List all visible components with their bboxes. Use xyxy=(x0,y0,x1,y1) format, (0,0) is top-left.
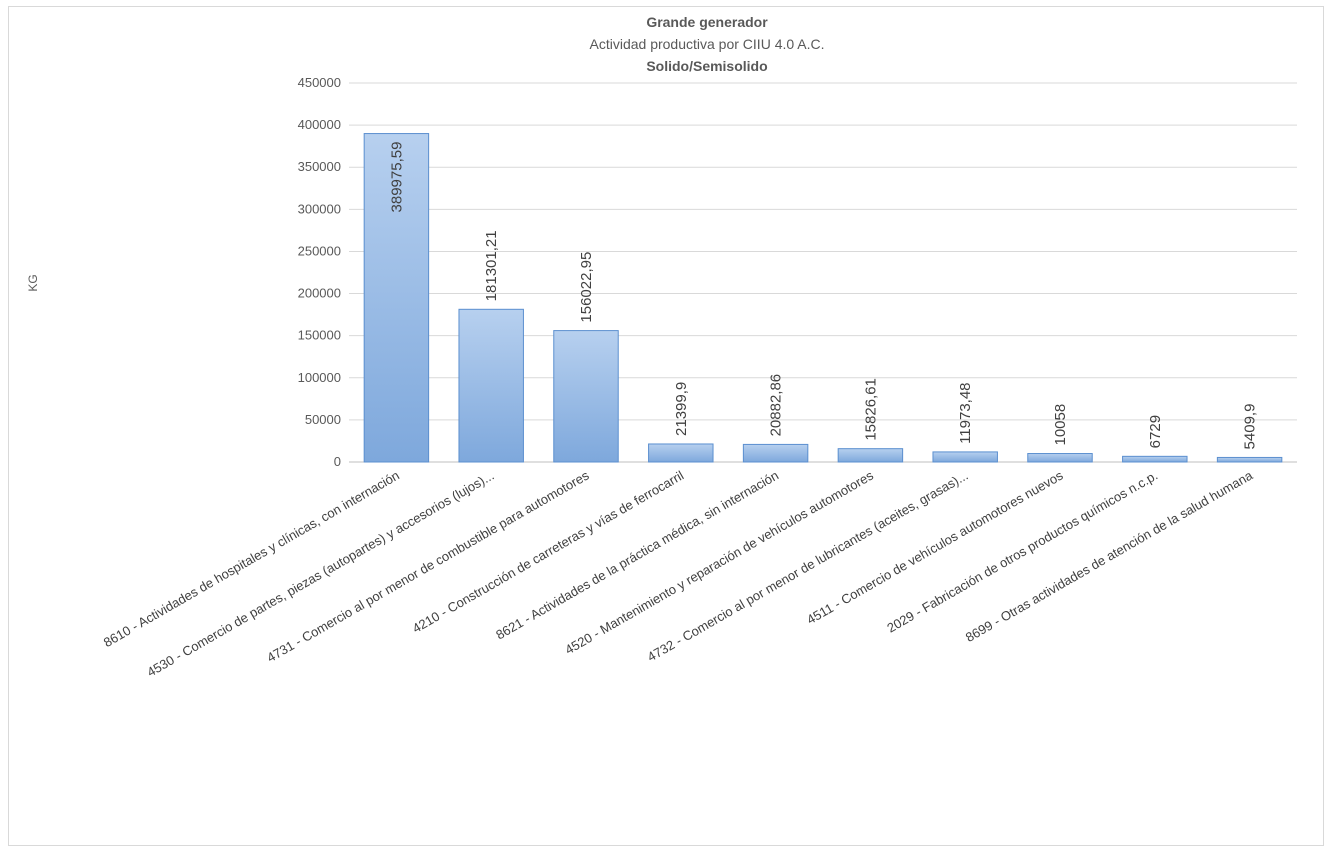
data-label: 5409,9 xyxy=(1242,404,1259,450)
y-tick-label: 150000 xyxy=(298,328,341,343)
data-labels: 389975,59 181301,21 156022,95 21399,9 20882,… xyxy=(388,142,1258,450)
y-tick-label: 100000 xyxy=(298,370,341,385)
bar xyxy=(1122,455,1188,463)
y-tick-label: 250000 xyxy=(298,243,341,258)
chart-subtitle: Actividad productiva por CIIU 4.0 A.C. xyxy=(590,36,825,52)
y-tick-label: 400000 xyxy=(298,117,341,132)
data-label: 6729 xyxy=(1147,415,1164,448)
bar xyxy=(648,443,714,463)
data-label: 11973,48 xyxy=(957,382,974,443)
bar xyxy=(458,308,524,463)
y-tick-label: 350000 xyxy=(298,159,341,174)
bar xyxy=(742,443,809,463)
data-label: 21399,9 xyxy=(673,382,690,436)
data-label: 389975,59 xyxy=(388,142,405,213)
bar xyxy=(1216,456,1283,463)
chart-subtitle-2: Solido/Semisolido xyxy=(646,58,767,74)
x-tick-label: 4732 - Comercio al por menor de lubrican… xyxy=(645,468,971,665)
x-tick-label: 4530 - Comercio de partes, piezas (autop… xyxy=(144,468,496,680)
chart-title: Grande generador xyxy=(646,14,768,30)
bars xyxy=(363,133,1283,463)
bar xyxy=(553,330,619,463)
bar xyxy=(1027,453,1093,463)
y-tick-label: 450000 xyxy=(298,75,341,90)
bar-chart: Grande generador Actividad productiva po… xyxy=(26,14,1297,680)
chart-area: Grande generador Actividad productiva po… xyxy=(8,6,1324,846)
y-tick-label: 50000 xyxy=(305,412,341,427)
data-label: 15826,61 xyxy=(862,378,879,441)
y-tick-label: 0 xyxy=(334,454,341,469)
x-axis: 8610 - Actividades de hospitales y clíni… xyxy=(101,467,1256,679)
y-tick-label: 200000 xyxy=(298,286,341,301)
data-label: 20882,86 xyxy=(768,374,785,437)
y-axis-title: KG xyxy=(26,274,40,291)
y-tick-label: 300000 xyxy=(298,201,341,216)
bar xyxy=(837,448,904,463)
bar xyxy=(932,451,998,463)
x-tick-label: 4731 - Comercio al por menor de combusti… xyxy=(264,467,592,665)
data-label: 10058 xyxy=(1052,404,1069,446)
bar xyxy=(363,133,430,463)
data-label: 181301,21 xyxy=(483,230,500,301)
y-axis: 0 50000 100000 150000 200000 250000 300000 3500… xyxy=(298,75,341,469)
data-label: 156022,95 xyxy=(578,252,595,323)
